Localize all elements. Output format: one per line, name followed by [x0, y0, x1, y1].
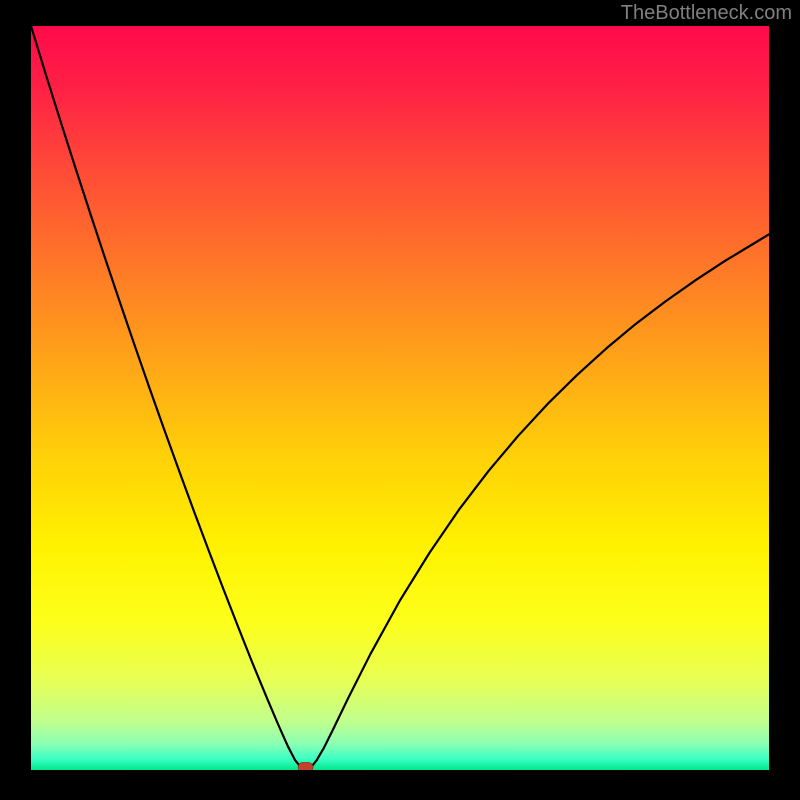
optimal-marker — [298, 762, 313, 770]
chart-svg — [31, 26, 769, 770]
chart-background — [31, 26, 769, 770]
watermark-text: TheBottleneck.com — [621, 2, 792, 25]
plot-area — [31, 26, 769, 770]
chart-container — [0, 0, 800, 800]
